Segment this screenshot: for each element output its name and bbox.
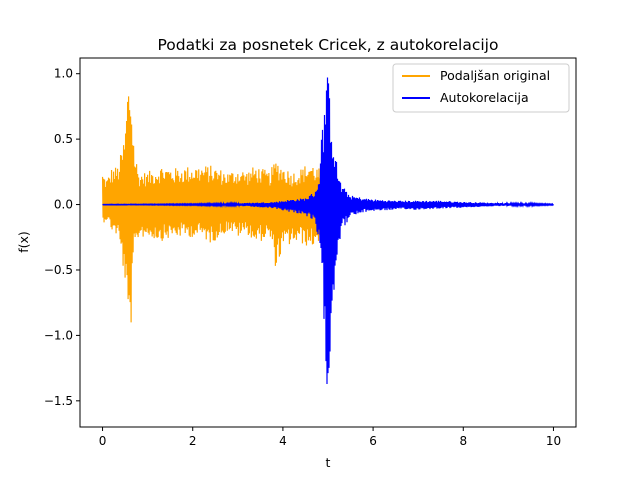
legend: Podaljšan original Autokorelacija (392, 63, 570, 113)
y-tick-label: −1.0 (44, 328, 73, 342)
legend-box (392, 63, 570, 113)
x-axis-label: t (326, 455, 331, 470)
y-axis-label: f(x) (16, 231, 31, 253)
x-axis: 0 2 4 6 8 10 (99, 427, 561, 448)
legend-label-original: Podaljšan original (440, 68, 550, 83)
y-axis: 1.0 0.5 0.0 −0.5 −1.0 −1.5 (44, 67, 80, 408)
x-tick-label: 6 (369, 434, 377, 448)
x-tick-label: 4 (279, 434, 287, 448)
series-line-original (101, 96, 329, 323)
series-layer (101, 77, 554, 384)
y-tick-label: 1.0 (54, 67, 73, 81)
x-tick-label: 2 (189, 434, 197, 448)
legend-label-autokorelacija: Autokorelacija (440, 90, 529, 105)
y-tick-label: 0.5 (54, 132, 73, 146)
x-tick-label: 10 (546, 434, 561, 448)
x-tick-label: 0 (99, 434, 107, 448)
plot-frame (79, 57, 577, 428)
series-line-autokorelacija (102, 77, 554, 384)
y-tick-label: −1.5 (44, 394, 73, 408)
y-tick-label: 0.0 (54, 198, 73, 212)
plot-area (79, 57, 577, 428)
chart-title: Podatki za posnetek Cricek, z autokorela… (158, 36, 499, 54)
y-tick-label: −0.5 (44, 263, 73, 277)
x-tick-label: 8 (459, 434, 467, 448)
